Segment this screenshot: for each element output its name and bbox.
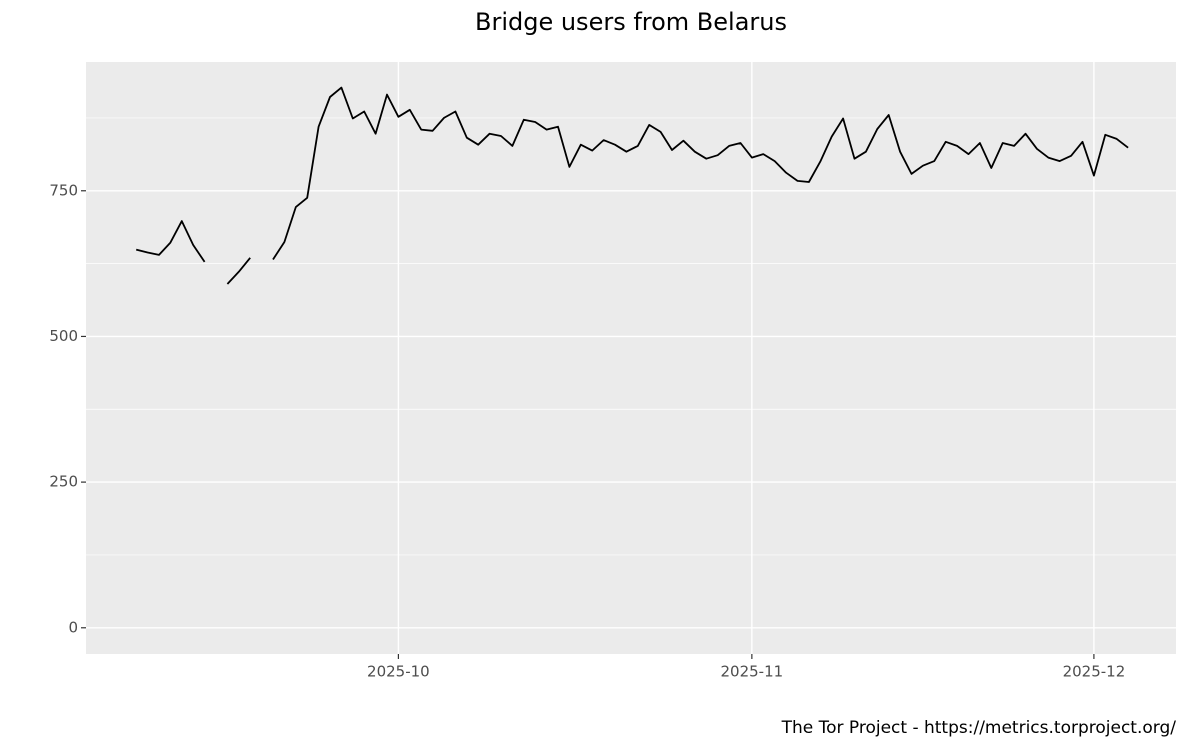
plot-panel [86, 62, 1176, 654]
data-line [135, 86, 1129, 285]
chart-title: Bridge users from Belarus [475, 8, 787, 36]
x-tick-label: 2025-11 [721, 663, 784, 681]
y-tick-label: 250 [49, 473, 78, 491]
caption: The Tor Project - https://metrics.torpro… [781, 718, 1177, 738]
x-tick-label: 2025-10 [367, 663, 430, 681]
y-tick-label: 750 [49, 181, 78, 199]
y-tick-label: 0 [68, 618, 78, 636]
y-tick-label: 500 [49, 327, 78, 345]
x-tick-label: 2025-12 [1063, 663, 1126, 681]
